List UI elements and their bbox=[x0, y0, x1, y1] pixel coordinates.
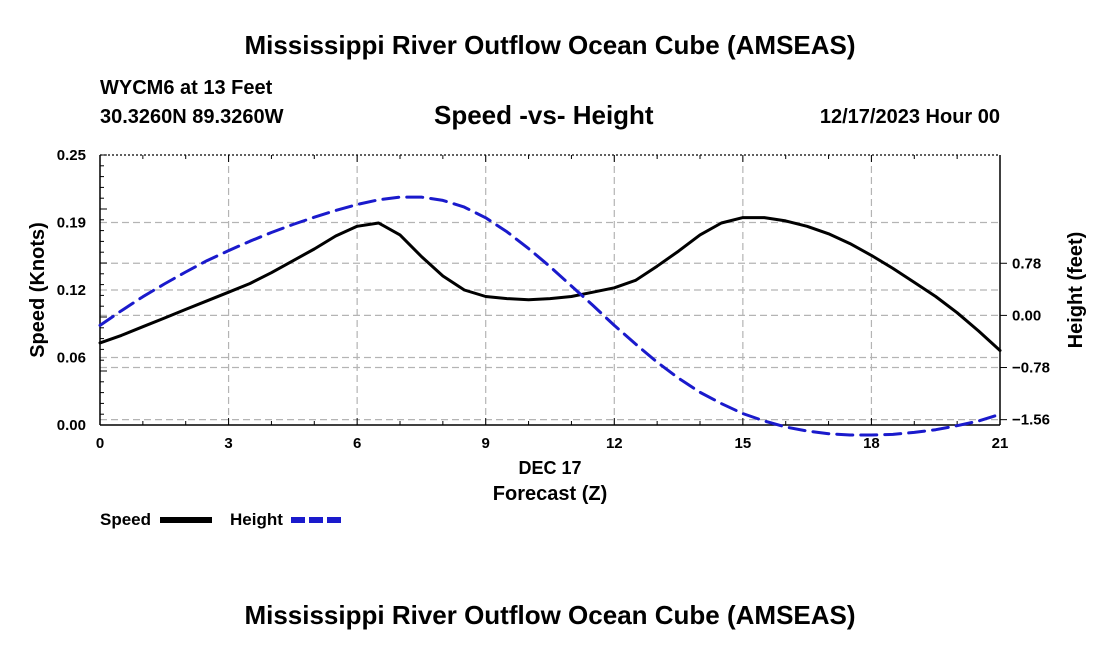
axes: 0 3 6 9 12 15 18 21 0.00 0.06 0.12 0.19 0.25 −1.56 −0.… bbox=[57, 147, 1050, 452]
series bbox=[98, 195, 1002, 437]
series-line-height bbox=[98, 195, 1002, 437]
legend: Speed Height bbox=[100, 510, 342, 529]
y2-tick-label: 0.00 bbox=[1012, 307, 1041, 324]
axis-labels: DEC 17 Forecast (Z) Speed (Knots) Height… bbox=[27, 222, 1087, 505]
y-tick-label: 0.00 bbox=[57, 417, 86, 434]
y-tick-label: 0.06 bbox=[57, 350, 86, 367]
y2-axis-label: Height (feet) bbox=[1065, 232, 1087, 349]
x-tick-label: 15 bbox=[735, 435, 752, 452]
x-tick-label: 21 bbox=[992, 435, 1009, 452]
y2-tick-label: −1.56 bbox=[1012, 412, 1050, 429]
y-tick-label: 0.25 bbox=[57, 147, 86, 164]
x-tick-label: 9 bbox=[482, 435, 490, 452]
y2-tick-label: −0.78 bbox=[1012, 360, 1050, 377]
legend-speed-label: Speed bbox=[100, 510, 151, 529]
x-tick-label: 0 bbox=[96, 435, 104, 452]
x-tick-label: 3 bbox=[224, 435, 232, 452]
x-tick-label: 12 bbox=[606, 435, 623, 452]
x-tick-label: 6 bbox=[353, 435, 361, 452]
footer-title: Mississippi River Outflow Ocean Cube (AM… bbox=[244, 600, 856, 630]
y-tick-label: 0.19 bbox=[57, 215, 86, 232]
main-title: Mississippi River Outflow Ocean Cube (AM… bbox=[244, 30, 856, 60]
y-axis-label: Speed (Knots) bbox=[27, 222, 49, 358]
x-axis-date-label: DEC 17 bbox=[518, 458, 581, 478]
station-label: WYCM6 at 13 Feet bbox=[100, 77, 273, 99]
coordinates-label: 30.3260N 89.3260W bbox=[100, 106, 284, 128]
series-line-speed bbox=[98, 216, 1002, 352]
y2-tick-label: 0.78 bbox=[1012, 255, 1041, 272]
x-axis-label: Forecast (Z) bbox=[493, 483, 607, 505]
forecast-datetime: 12/17/2023 Hour 00 bbox=[819, 106, 1000, 128]
legend-height-label: Height bbox=[230, 510, 283, 529]
grid bbox=[100, 155, 1000, 425]
x-tick-label: 18 bbox=[863, 435, 880, 452]
y-tick-label: 0.12 bbox=[57, 282, 86, 299]
chart-subtitle: Speed -vs- Height bbox=[434, 100, 654, 130]
